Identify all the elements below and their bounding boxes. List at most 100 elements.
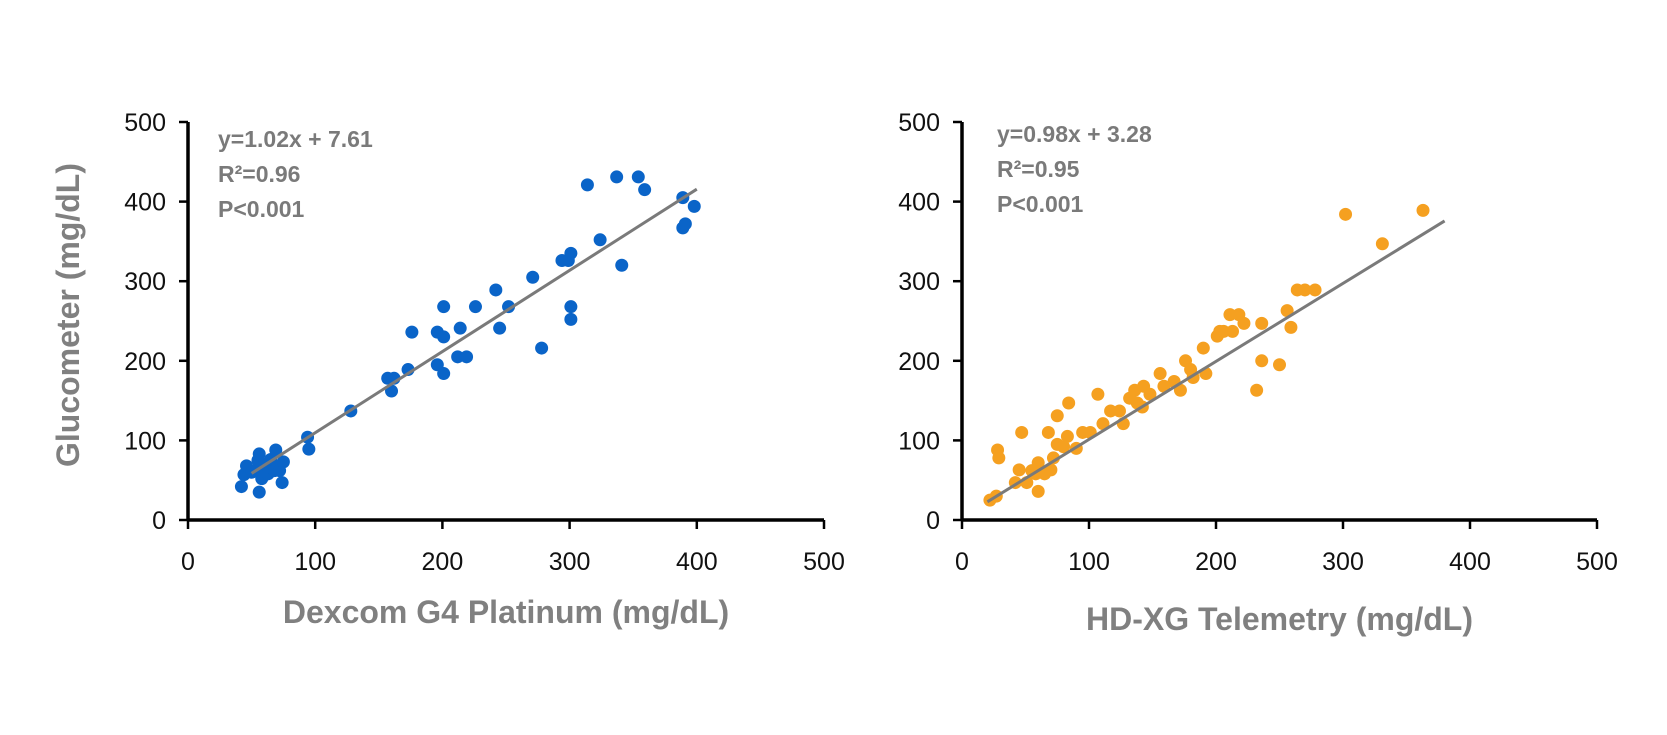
data-point	[1237, 316, 1251, 330]
data-point	[1046, 451, 1060, 465]
data-point	[1015, 425, 1029, 439]
data-point	[1375, 237, 1389, 251]
x-tick-label: 0	[181, 548, 195, 576]
data-point	[638, 183, 652, 197]
data-point	[1041, 425, 1055, 439]
data-point	[489, 283, 503, 297]
data-point	[1112, 404, 1126, 418]
data-point	[269, 443, 283, 457]
regression-line	[250, 187, 698, 475]
data-point	[1031, 456, 1045, 470]
x-tick-label: 500	[1576, 548, 1618, 576]
x-tick-label: 400	[676, 548, 718, 576]
data-point	[493, 321, 507, 335]
data-point	[610, 170, 624, 184]
annotation-text: P<0.001	[997, 191, 1084, 217]
data-point	[564, 246, 578, 260]
data-point	[1250, 383, 1264, 397]
data-point	[468, 300, 482, 314]
data-point	[1416, 203, 1430, 217]
x-tick-label: 100	[294, 548, 336, 576]
regression-line	[986, 219, 1446, 504]
data-point	[1044, 463, 1058, 477]
data-point	[687, 199, 701, 213]
data-point	[275, 476, 289, 490]
data-point	[252, 447, 266, 461]
data-point	[405, 325, 419, 339]
y-tick-label: 0	[926, 507, 940, 535]
annotation-text: P<0.001	[218, 196, 305, 222]
y-tick-label: 500	[898, 109, 940, 137]
data-point	[1153, 367, 1167, 381]
data-point	[1091, 387, 1105, 401]
y-tick-label: 100	[898, 427, 940, 455]
data-point	[453, 321, 467, 335]
data-point	[234, 480, 248, 494]
data-point	[1157, 379, 1171, 393]
data-point	[1173, 383, 1187, 397]
data-point	[1223, 308, 1237, 322]
data-point	[992, 451, 1006, 465]
data-point	[1031, 484, 1045, 498]
y-tick-label: 300	[898, 268, 940, 296]
data-point	[1050, 409, 1064, 423]
x-tick-label: 200	[422, 548, 464, 576]
y-tick-label: 300	[124, 268, 166, 296]
data-point	[564, 300, 578, 314]
data-point	[1339, 207, 1353, 221]
data-point	[252, 485, 266, 499]
data-point	[593, 233, 607, 247]
y-tick-label: 500	[124, 109, 166, 137]
annotation-text: R²=0.96	[218, 161, 300, 187]
data-point	[1284, 320, 1298, 334]
data-point	[1196, 341, 1210, 355]
x-tick-label: 300	[1322, 548, 1364, 576]
data-point	[535, 341, 549, 355]
data-point	[1012, 463, 1026, 477]
x-axis-label: HD-XG Telemetry (mg/dL)	[1086, 601, 1473, 637]
y-tick-label: 200	[898, 348, 940, 376]
y-tick-label: 400	[124, 189, 166, 217]
data-point	[276, 455, 290, 469]
x-tick-label: 200	[1195, 548, 1237, 576]
data-point	[460, 350, 474, 364]
data-point	[451, 350, 465, 364]
data-point	[1298, 283, 1312, 297]
chart-panel-2: 0 100 200 300 400 500 0 100 200 300 400 500 HD-XG Te…	[898, 109, 1618, 637]
data-point	[1060, 429, 1074, 443]
data-point	[1217, 324, 1231, 338]
y-tick-label: 200	[124, 348, 166, 376]
data-point	[631, 170, 645, 184]
data-point	[1308, 283, 1322, 297]
annotation-text: y=0.98x + 3.28	[997, 121, 1152, 147]
data-point	[1280, 304, 1294, 318]
data-point	[1062, 396, 1076, 410]
y-tick-label: 400	[898, 189, 940, 217]
annotation-text: R²=0.95	[997, 156, 1080, 182]
data-point	[1104, 404, 1118, 418]
x-tick-label: 400	[1449, 548, 1491, 576]
data-point	[1255, 316, 1269, 330]
data-point	[580, 178, 594, 192]
x-tick-label: 300	[549, 548, 591, 576]
data-point	[437, 367, 451, 381]
data-point	[526, 270, 540, 284]
data-point	[564, 312, 578, 326]
data-point	[1273, 358, 1286, 372]
x-tick-label: 500	[803, 548, 845, 576]
data-point	[1057, 440, 1071, 454]
data-point	[1096, 417, 1110, 431]
data-point	[1143, 387, 1157, 401]
chart-panel-1: 0 100 200 300 400 500 0 100 200 300 400 500 Dexcom G…	[124, 109, 845, 630]
y-axis-label: Glucometer (mg/dL)	[50, 163, 86, 467]
data-point	[437, 330, 451, 344]
y-tick-label: 100	[124, 427, 166, 455]
data-point	[437, 300, 451, 314]
x-axis-label: Dexcom G4 Platinum (mg/dL)	[283, 594, 729, 630]
data-point	[302, 442, 316, 456]
annotation-text: y=1.02x + 7.61	[218, 126, 373, 152]
data-point	[615, 258, 629, 272]
x-tick-label: 0	[955, 548, 969, 576]
